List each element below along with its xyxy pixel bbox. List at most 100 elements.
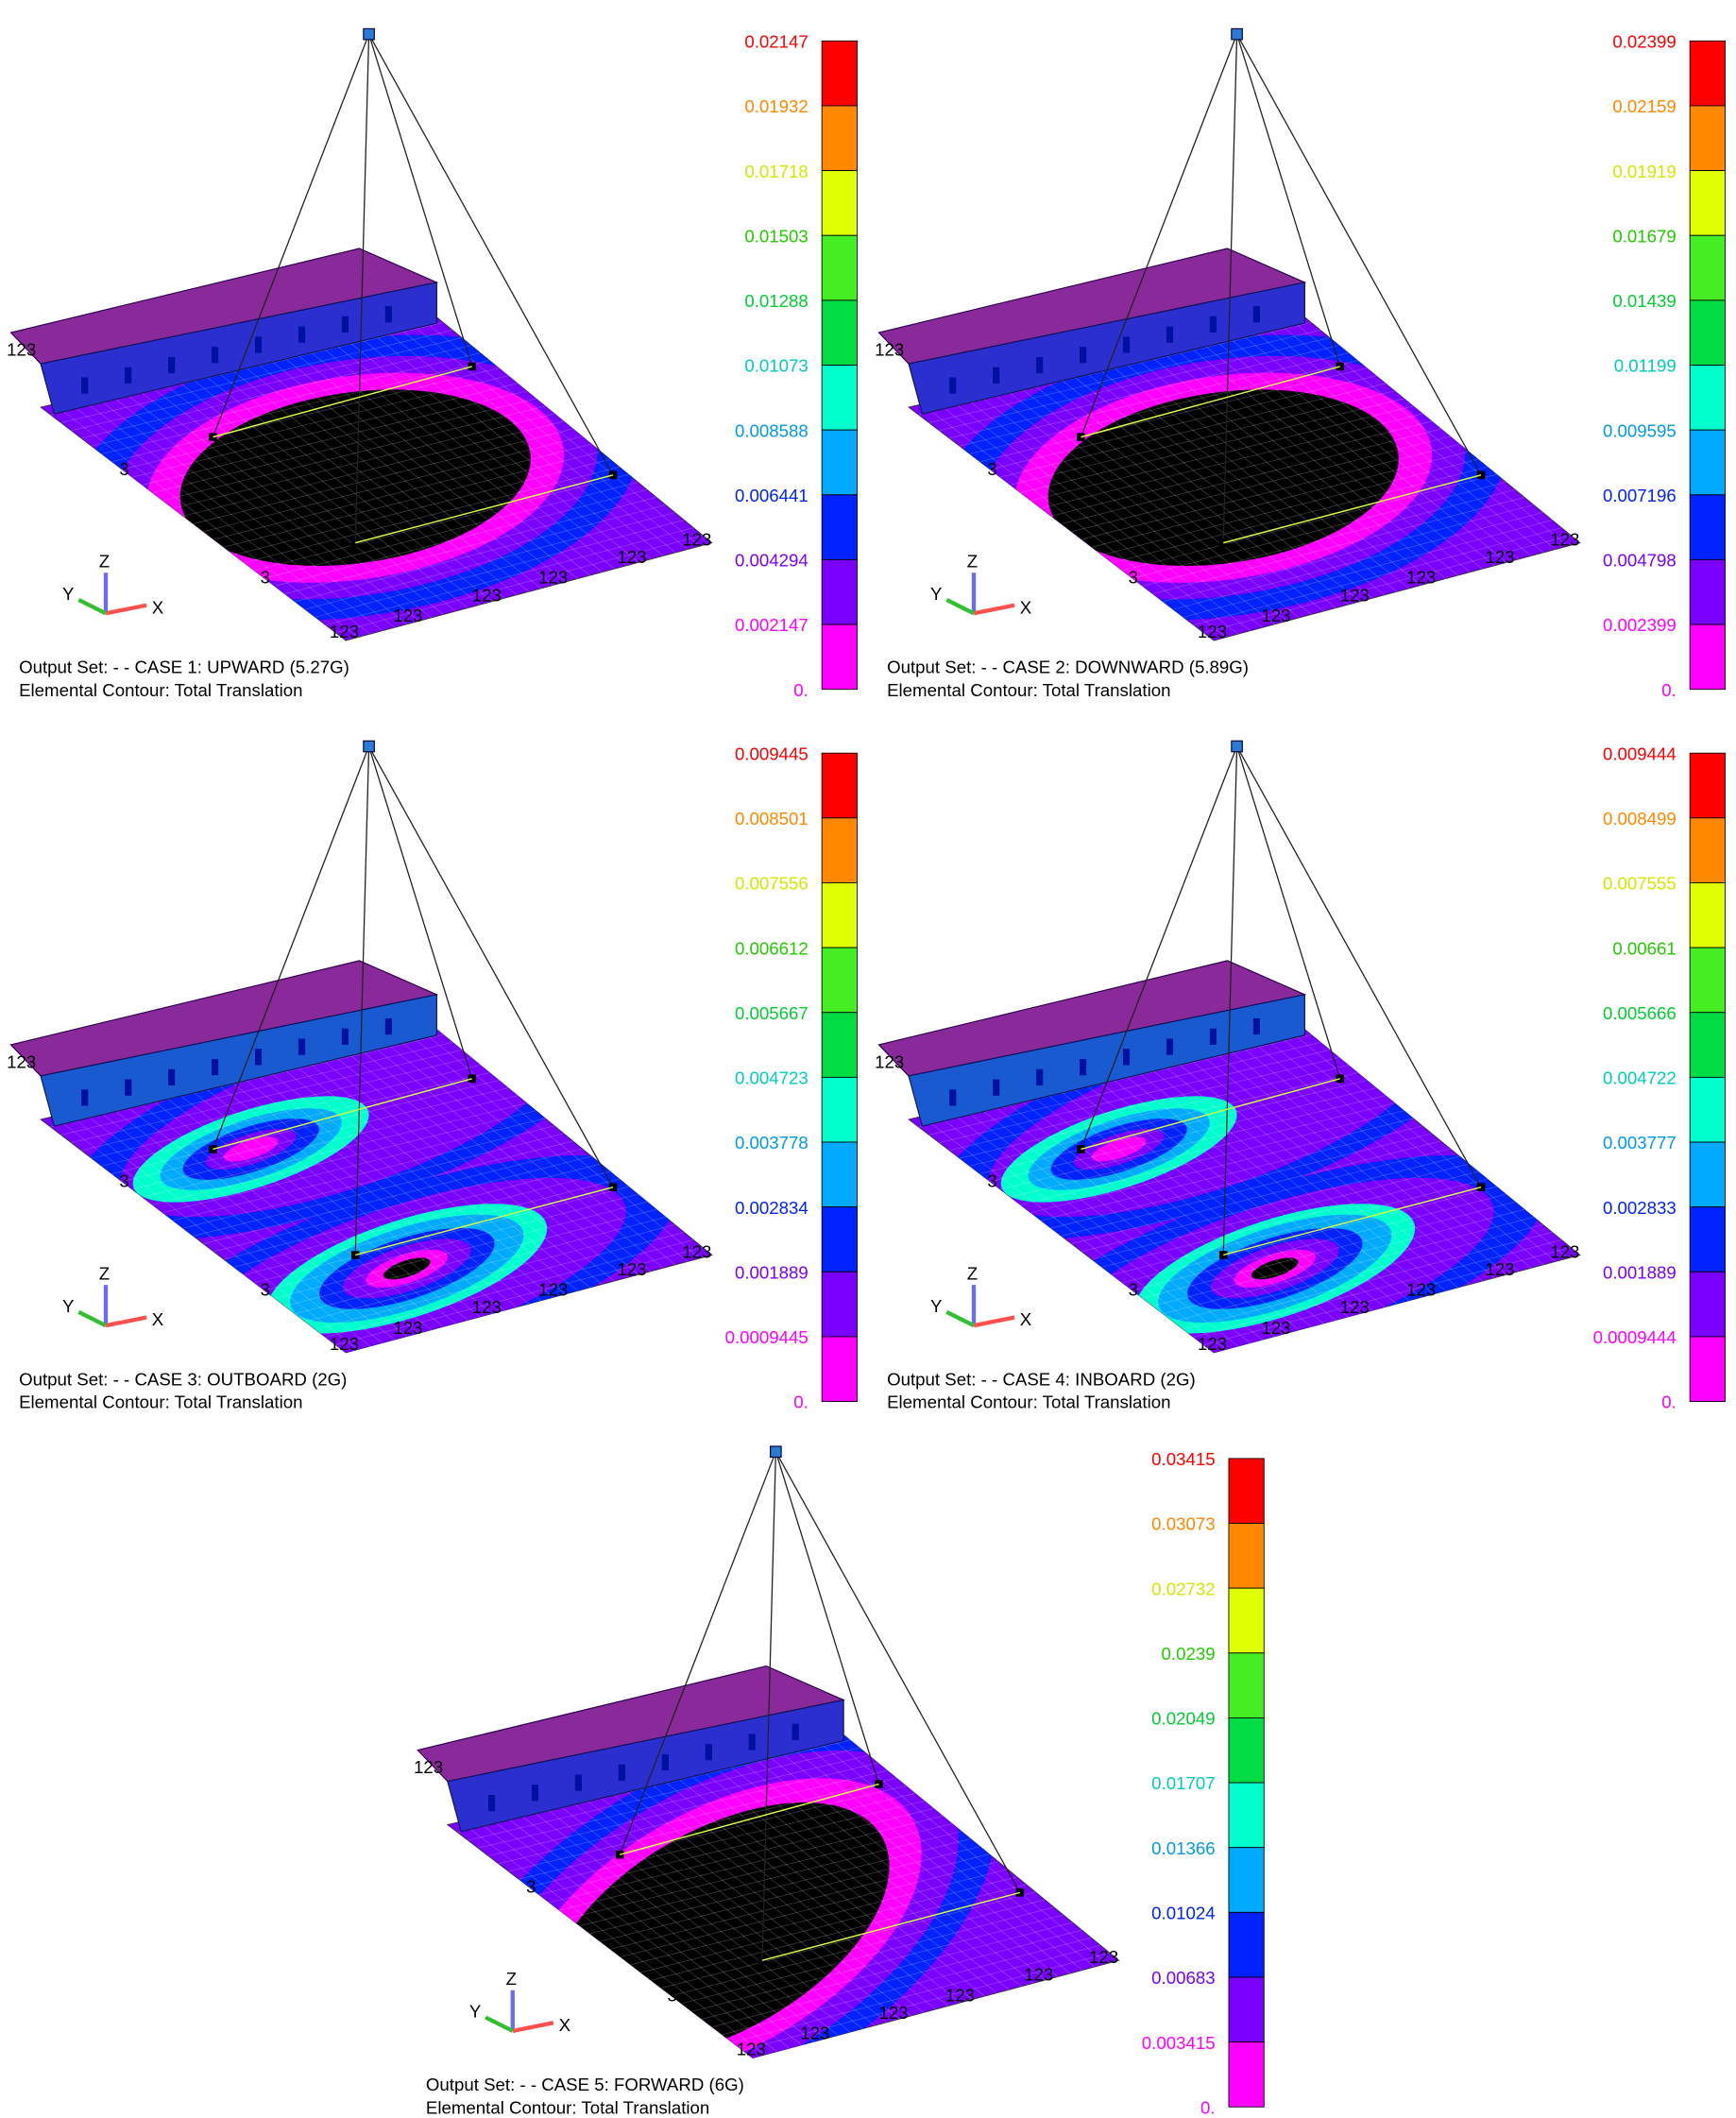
axis-label: X	[1020, 597, 1032, 617]
constraint-label: 123	[1550, 529, 1579, 549]
mesh-line	[538, 1802, 839, 2036]
constraint-label: 123	[1198, 622, 1227, 641]
mesh-line	[987, 1101, 1287, 1334]
mesh-line	[237, 360, 530, 592]
mesh-line	[1203, 1247, 1572, 1345]
mesh-line	[513, 1809, 814, 2042]
constraint-label: 123	[1089, 1947, 1118, 1967]
lift-point	[1218, 1251, 1228, 1259]
box-front	[908, 994, 1305, 1127]
cable	[774, 1451, 1021, 1893]
mesh-line	[979, 367, 1368, 463]
mesh-line	[263, 354, 554, 586]
box-window	[531, 1785, 539, 1802]
constraint-label: 123	[1024, 1965, 1053, 1985]
box-window	[1122, 1049, 1131, 1066]
mesh-line	[1052, 372, 1349, 606]
mesh-line	[1081, 1155, 1460, 1253]
legend-swatch	[821, 365, 858, 431]
mesh-line	[999, 1095, 1386, 1190]
box-window	[705, 1744, 712, 1761]
legend-swatch	[1689, 882, 1726, 948]
legend-swatch	[1228, 1652, 1265, 1718]
mesh-line	[1183, 520, 1553, 618]
constraint-label: 123	[878, 2003, 908, 2023]
constraint-label: 123	[617, 1259, 646, 1279]
mesh-line	[1117, 357, 1410, 589]
mesh-line	[1157, 348, 1446, 579]
box-window	[487, 1794, 496, 1812]
box-window	[618, 1764, 625, 1781]
legend-swatch	[1689, 40, 1726, 107]
box-window	[748, 1734, 756, 1751]
mesh-line	[91, 352, 481, 447]
legend-swatch	[1689, 559, 1726, 625]
mesh-line	[1079, 1079, 1373, 1311]
mesh-line	[1030, 1118, 1414, 1214]
mesh-line	[325, 527, 694, 625]
cable	[368, 745, 614, 1188]
mesh-line	[276, 1064, 567, 1295]
legend-label: 0.007555	[1603, 874, 1676, 894]
box-window	[1036, 356, 1044, 374]
mesh-line	[1249, 1038, 1532, 1269]
mesh-line	[1101, 1170, 1479, 1268]
axis-label: Z	[506, 1969, 517, 1989]
mesh-line	[354, 1045, 639, 1275]
box-front	[447, 1699, 844, 1833]
mesh-line	[184, 1085, 481, 1318]
mesh-line	[1050, 420, 1432, 517]
mesh-line	[223, 451, 602, 548]
mesh-line	[145, 382, 444, 615]
legend-label: 0.003778	[735, 1133, 808, 1153]
mesh-line	[211, 367, 505, 599]
mesh-line	[1170, 345, 1458, 576]
mesh-line	[671, 1899, 1046, 1997]
mesh-line	[959, 352, 1349, 447]
axis-y	[77, 1309, 107, 1328]
legend-label: 0.005667	[735, 1003, 808, 1023]
cable	[212, 33, 370, 437]
constraint-label: 123	[538, 568, 568, 588]
legend-label: 0.009595	[1603, 420, 1676, 440]
lift-point	[1218, 538, 1228, 547]
box-window	[384, 1017, 392, 1035]
constraint-label: 3	[261, 568, 270, 588]
legend-swatch	[821, 494, 858, 560]
mesh-line	[974, 391, 1276, 625]
mesh-line	[709, 1763, 997, 1993]
mesh-line	[827, 1734, 1107, 1964]
cable	[619, 1451, 776, 1855]
mesh-line	[1235, 1042, 1520, 1273]
legend-swatch	[1689, 1012, 1726, 1078]
constraint-label: 123	[330, 1334, 359, 1354]
constraint-label: 3	[261, 1280, 270, 1300]
mesh-line	[670, 1771, 961, 2004]
mesh-line	[1288, 1030, 1569, 1259]
mesh-line	[921, 403, 1227, 638]
box-window	[1122, 336, 1131, 353]
axis-label: Z	[967, 1263, 978, 1283]
mesh-line	[263, 1067, 554, 1298]
mesh-line	[1131, 1067, 1422, 1298]
mesh-line	[748, 1753, 1034, 1984]
mesh-line	[119, 1101, 419, 1334]
mesh-line	[233, 1170, 611, 1268]
axis-x	[105, 1315, 147, 1328]
mesh-line	[182, 420, 564, 517]
legend-label: 0.01932	[744, 96, 808, 116]
output-set: Output Set: - - CASE 2: DOWNWARD (5.89G)	[887, 657, 1249, 676]
cable	[1222, 745, 1238, 1255]
mesh-line	[302, 1057, 590, 1289]
axis-label: X	[152, 597, 164, 617]
mesh-line	[1081, 443, 1460, 540]
legend-label: 0.	[793, 1392, 808, 1412]
constraint-label: 123	[1406, 568, 1436, 588]
contours	[918, 317, 1572, 638]
cable	[368, 33, 614, 476]
mesh-line	[1071, 1148, 1451, 1244]
mesh-line	[990, 375, 1377, 470]
mesh-line	[610, 1853, 990, 1950]
output-set: Output Set: - - CASE 3: OUTBOARD (2G)	[19, 1369, 347, 1389]
hook	[1231, 740, 1243, 753]
